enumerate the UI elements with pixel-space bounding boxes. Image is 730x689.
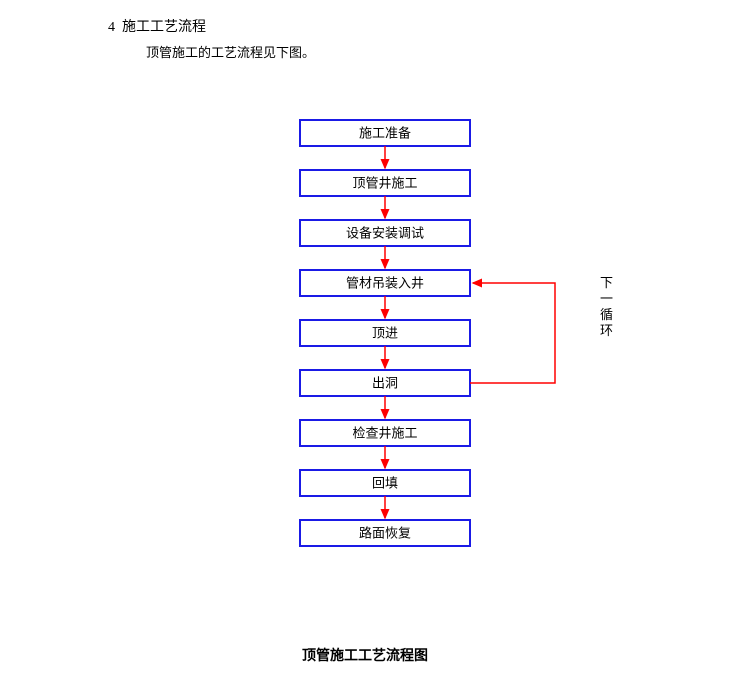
flow-loop-label: 循 (600, 307, 613, 322)
flow-node-label: 路面恢复 (359, 526, 411, 541)
flow-node-label: 管材吊装入井 (346, 276, 424, 291)
flow-loop-arrow (470, 283, 555, 383)
flow-node-label: 顶管井施工 (352, 176, 417, 191)
flow-node-label: 顶进 (372, 326, 398, 341)
flow-node-label: 施工准备 (359, 126, 411, 141)
flow-node-label: 回填 (372, 476, 398, 491)
flow-loop-label: 一 (600, 291, 613, 306)
flow-node-label: 检查井施工 (352, 426, 417, 441)
flow-loop-label: 环 (600, 323, 613, 338)
flow-node-label: 设备安装调试 (346, 226, 424, 241)
figure-caption: 顶管施工工艺流程图 (0, 645, 730, 665)
flow-loop-label: 下 (600, 275, 613, 290)
flow-node-label: 出洞 (372, 376, 398, 391)
flowchart-canvas: 施工准备顶管井施工设备安装调试管材吊装入井顶进出洞检查井施工回填路面恢复 下一循环 (0, 0, 730, 689)
